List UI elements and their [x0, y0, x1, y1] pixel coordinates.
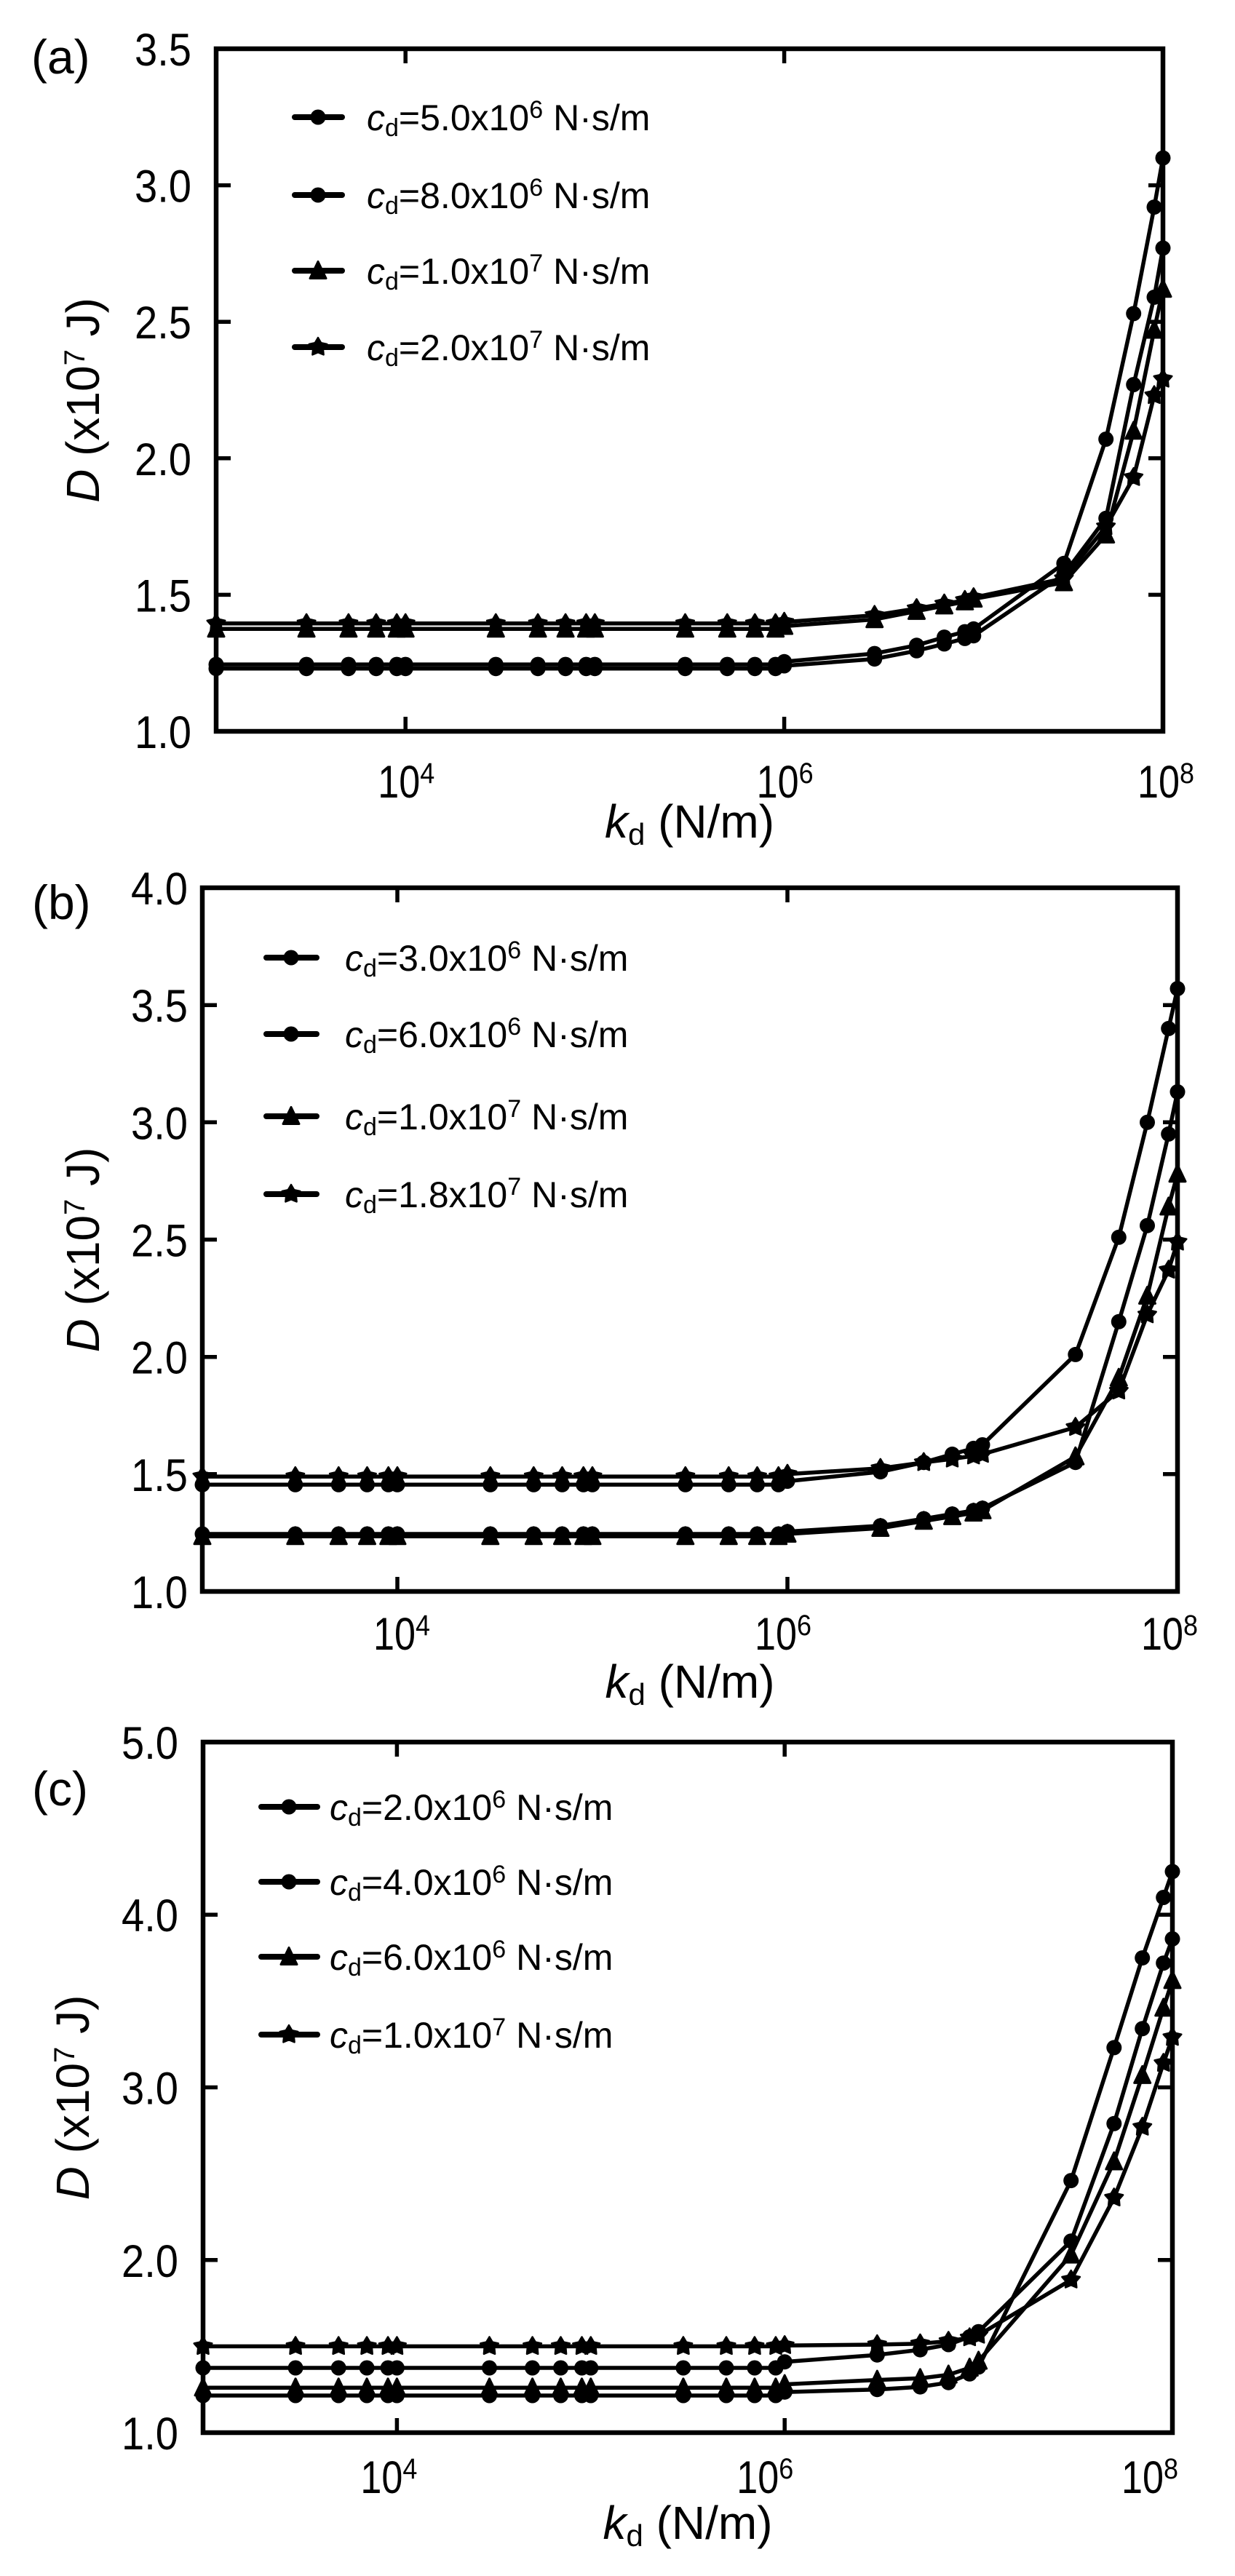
svg-text:5.0: 5.0 — [122, 1718, 178, 1769]
svg-text:2.5: 2.5 — [135, 298, 191, 349]
svg-text:cd=2.0x107 N·s/m: cd=2.0x107 N·s/m — [367, 326, 650, 372]
svg-text:3.5: 3.5 — [131, 981, 188, 1032]
svg-text:2.0: 2.0 — [122, 2236, 178, 2287]
svg-text:3.0: 3.0 — [131, 1098, 188, 1149]
svg-text:1.0: 1.0 — [122, 2409, 178, 2460]
svg-text:104: 104 — [373, 1609, 430, 1660]
svg-text:cd=2.0x106 N·s/m: cd=2.0x106 N·s/m — [330, 1786, 613, 1832]
svg-text:cd=1.8x107 N·s/m: cd=1.8x107 N·s/m — [345, 1173, 628, 1219]
svg-text:104: 104 — [360, 2452, 417, 2503]
svg-text:cd=5.0x106 N·s/m: cd=5.0x106 N·s/m — [367, 96, 650, 142]
svg-text:cd=6.0x106 N·s/m: cd=6.0x106 N·s/m — [330, 1936, 613, 1981]
svg-text:kd (N/m): kd (N/m) — [605, 1655, 774, 1712]
svg-text:4.0: 4.0 — [131, 864, 188, 915]
svg-text:3.0: 3.0 — [135, 162, 191, 212]
svg-text:2.0: 2.0 — [131, 1333, 188, 1384]
svg-text:108: 108 — [1141, 1609, 1198, 1660]
svg-text:2.5: 2.5 — [131, 1216, 188, 1267]
svg-text:kd (N/m): kd (N/m) — [603, 2497, 772, 2553]
svg-text:(b): (b) — [32, 875, 91, 929]
svg-text:D (x107 J): D (x107 J) — [57, 1148, 109, 1353]
svg-text:4.0: 4.0 — [122, 1891, 178, 1941]
svg-text:cd=1.0x107 N·s/m: cd=1.0x107 N·s/m — [367, 250, 650, 295]
svg-text:kd (N/m): kd (N/m) — [605, 795, 774, 851]
svg-text:1.5: 1.5 — [135, 571, 191, 621]
svg-text:108: 108 — [1121, 2452, 1178, 2503]
svg-text:D (x107 J): D (x107 J) — [57, 298, 109, 503]
svg-text:1.0: 1.0 — [135, 707, 191, 758]
svg-text:3.0: 3.0 — [122, 2064, 178, 2115]
svg-text:1.0: 1.0 — [131, 1567, 188, 1618]
svg-text:104: 104 — [378, 757, 434, 808]
svg-text:106: 106 — [757, 757, 814, 808]
svg-text:108: 108 — [1137, 757, 1194, 808]
svg-text:1.5: 1.5 — [131, 1450, 188, 1501]
svg-text:cd=6.0x106 N·s/m: cd=6.0x106 N·s/m — [345, 1013, 628, 1059]
svg-text:cd=3.0x106 N·s/m: cd=3.0x106 N·s/m — [345, 937, 628, 982]
svg-text:(a): (a) — [31, 30, 90, 84]
svg-text:cd=1.0x107 N·s/m: cd=1.0x107 N·s/m — [330, 2014, 613, 2059]
svg-text:106: 106 — [755, 1609, 811, 1660]
svg-text:2.0: 2.0 — [135, 434, 191, 485]
svg-text:3.5: 3.5 — [135, 25, 191, 76]
svg-text:cd=8.0x106 N·s/m: cd=8.0x106 N·s/m — [367, 174, 650, 220]
svg-text:106: 106 — [736, 2452, 793, 2503]
svg-text:(c): (c) — [32, 1762, 88, 1816]
svg-text:D (x107 J): D (x107 J) — [47, 1995, 99, 2201]
svg-text:cd=4.0x106 N·s/m: cd=4.0x106 N·s/m — [330, 1861, 613, 1907]
svg-text:cd=1.0x107 N·s/m: cd=1.0x107 N·s/m — [345, 1095, 628, 1141]
